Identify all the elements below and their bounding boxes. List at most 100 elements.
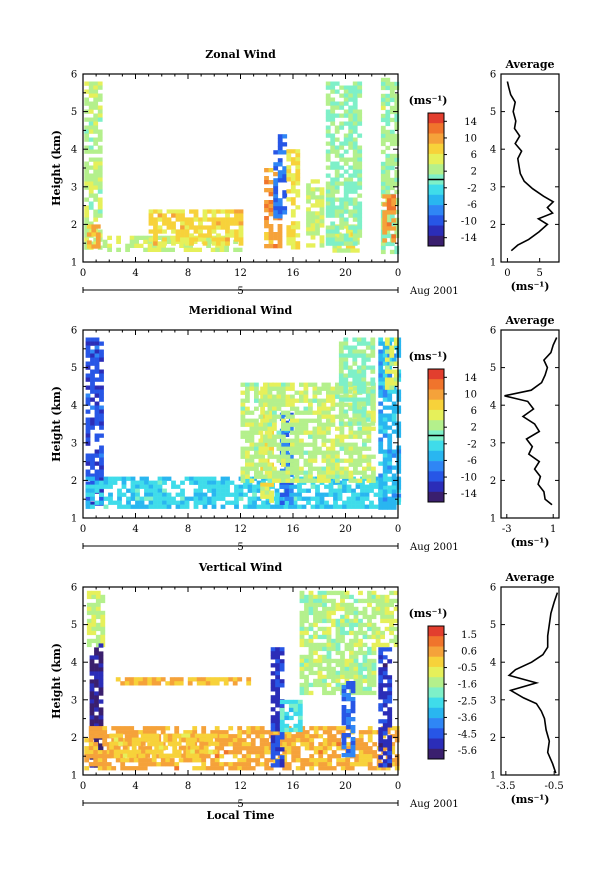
- field-cell: [382, 449, 388, 454]
- field-cell: [260, 486, 265, 491]
- field-cell: [225, 221, 230, 226]
- field-cell: [387, 691, 393, 696]
- field-cell: [339, 141, 345, 146]
- field-cell: [349, 602, 354, 608]
- field-cell: [293, 703, 299, 709]
- field-cell: [95, 614, 101, 620]
- field-cell: [138, 677, 144, 682]
- field-cell: [370, 381, 376, 386]
- field-cell: [336, 746, 342, 751]
- field-cell: [120, 681, 126, 686]
- field-cell: [357, 454, 363, 459]
- field-cell: [340, 766, 346, 771]
- field-cell: [319, 496, 325, 501]
- colorbar-unit: (ms⁻¹): [409, 350, 448, 363]
- field-cell: [361, 353, 367, 358]
- field-cell: [97, 137, 103, 142]
- field-cell: [338, 373, 344, 378]
- field-cell: [330, 81, 336, 86]
- field-cell: [382, 425, 388, 430]
- field-cell: [346, 733, 351, 738]
- field-cell: [258, 442, 264, 447]
- field-cell: [243, 480, 248, 485]
- field-cell: [394, 217, 400, 223]
- average-x-tick-label: -3.5: [496, 781, 515, 792]
- field-cell: [94, 663, 99, 668]
- field-cell: [349, 622, 354, 628]
- field-cell: [84, 177, 90, 182]
- field-cell: [94, 433, 100, 438]
- field-cell: [144, 488, 149, 493]
- field-cell: [225, 484, 230, 489]
- field-cell: [343, 357, 349, 362]
- field-cell: [353, 470, 358, 475]
- field-cell: [267, 402, 273, 407]
- field-cell: [357, 434, 363, 439]
- field-cell: [277, 150, 283, 155]
- field-cell: [269, 494, 274, 499]
- field-cell: [147, 758, 153, 763]
- field-cell: [94, 357, 100, 362]
- field-cell: [340, 762, 346, 767]
- average-unit: (ms⁻¹): [511, 793, 550, 806]
- field-cell: [325, 141, 331, 146]
- field-cell: [353, 450, 358, 455]
- field-cell: [246, 730, 252, 735]
- field-cell: [116, 235, 121, 240]
- field-cell: [258, 430, 264, 435]
- field-cell: [387, 751, 393, 756]
- field-cell: [371, 426, 376, 431]
- field-cell: [282, 734, 288, 739]
- field-cell: [338, 421, 344, 426]
- field-cell: [285, 386, 291, 391]
- field-cell: [394, 181, 400, 187]
- field-cell: [228, 742, 234, 747]
- field-cell: [90, 373, 95, 378]
- field-cell: [304, 610, 309, 616]
- field-cell: [367, 678, 372, 684]
- field-cell: [387, 719, 393, 724]
- field-cell: [335, 658, 341, 664]
- field-cell: [93, 181, 99, 186]
- field-cell: [366, 434, 372, 439]
- field-cell: [343, 201, 349, 206]
- field-cell: [161, 247, 166, 252]
- field-cell: [313, 606, 318, 612]
- field-cell: [245, 422, 250, 427]
- field-cell: [346, 721, 351, 726]
- field-cell: [330, 89, 336, 94]
- field-cell: [99, 377, 104, 382]
- field-cell: [174, 726, 180, 731]
- field-cell: [334, 205, 340, 210]
- field-cell: [394, 758, 400, 763]
- field-cell: [344, 646, 350, 652]
- field-cell: [183, 247, 189, 252]
- field-cell: [153, 480, 158, 485]
- field-cell: [299, 614, 305, 620]
- field-cell: [299, 686, 305, 692]
- field-cell: [394, 169, 400, 175]
- field-cell: [362, 630, 368, 636]
- field-cell: [380, 85, 386, 91]
- field-cell: [193, 500, 199, 505]
- field-cell: [382, 751, 388, 756]
- field-cell: [174, 766, 180, 771]
- field-cell: [391, 501, 397, 506]
- field-cell: [121, 484, 127, 489]
- field-cell: [372, 766, 378, 771]
- field-cell: [382, 469, 388, 474]
- field-cell: [331, 734, 337, 739]
- field-cell: [258, 450, 264, 455]
- field-cell: [272, 466, 277, 471]
- field-cell: [264, 474, 270, 479]
- field-cell: [129, 239, 135, 244]
- field-cell: [330, 137, 336, 142]
- field-cell: [165, 681, 171, 686]
- field-cell: [352, 97, 358, 102]
- field-cell: [234, 217, 239, 222]
- field-cell: [331, 742, 337, 747]
- field-cell: [115, 677, 121, 682]
- field-cell: [294, 470, 300, 475]
- field-cell: [95, 594, 101, 600]
- field-cell: [310, 504, 316, 509]
